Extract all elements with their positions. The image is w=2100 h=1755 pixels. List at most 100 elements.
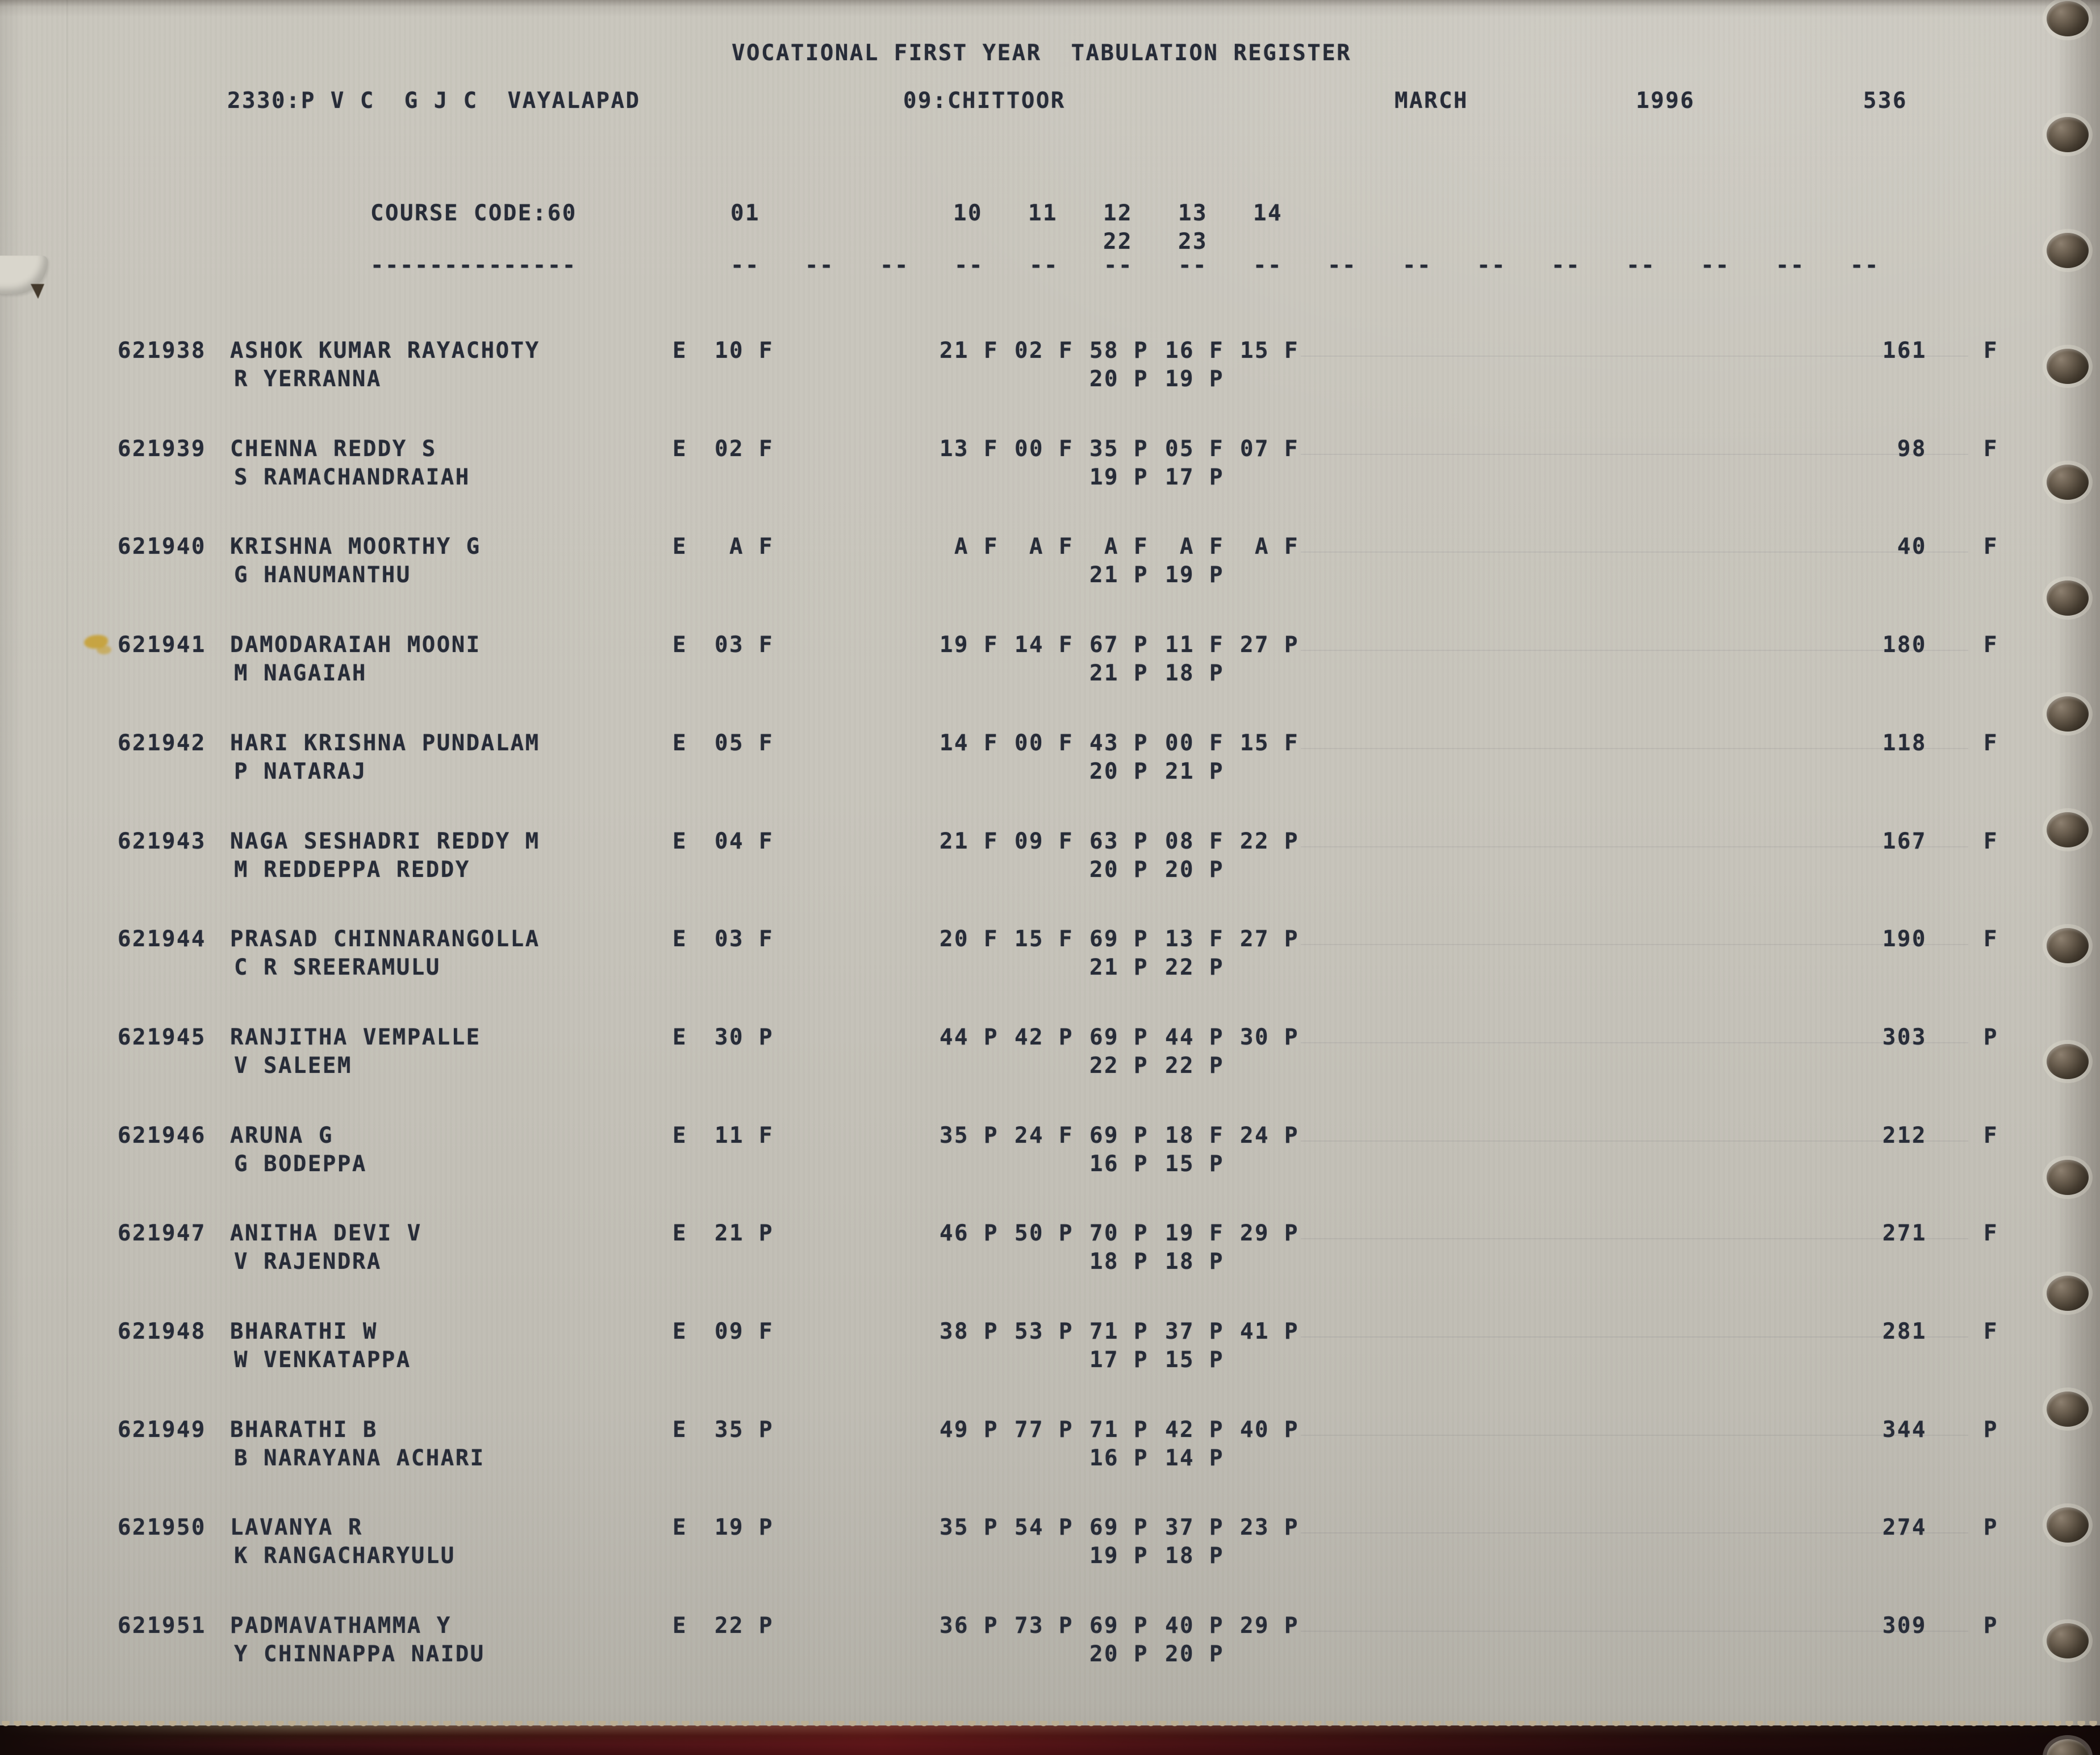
submark-flag: P bbox=[1209, 465, 1224, 490]
submark-flag: P bbox=[1209, 1151, 1224, 1177]
submark-value: 19 bbox=[1165, 366, 1195, 392]
submark-value: 19 bbox=[1089, 1543, 1119, 1569]
mark-value: 18 bbox=[1165, 1123, 1195, 1148]
medium-flag: E bbox=[673, 926, 687, 952]
submark-value: 14 bbox=[1165, 1445, 1195, 1471]
column-header: 12 bbox=[1103, 200, 1133, 226]
submark-value: 22 bbox=[1165, 955, 1195, 980]
mark-value: 42 bbox=[1165, 1417, 1195, 1443]
mark-flag: P bbox=[1134, 926, 1149, 952]
mark-01: 30 bbox=[715, 1025, 744, 1050]
mark-flag: P bbox=[1134, 1123, 1149, 1148]
mark-value: 05 bbox=[1165, 436, 1195, 462]
mark-flag: P bbox=[1134, 1221, 1149, 1246]
medium-flag: E bbox=[673, 1515, 687, 1540]
father-name: B NARAYANA ACHARI bbox=[234, 1445, 485, 1471]
mark-value: 15 bbox=[1240, 338, 1270, 363]
submark-flag: P bbox=[1209, 562, 1224, 588]
mark-01-flag: F bbox=[759, 829, 774, 854]
page-title: VOCATIONAL FIRST YEAR TABULATION REGISTE… bbox=[732, 40, 1352, 66]
paper-tear-shadow bbox=[31, 284, 44, 299]
table-row: 621938 ASHOK KUMAR RAYACHOTY R YERRANNA E 10… bbox=[0, 340, 2100, 408]
mark-value: A bbox=[954, 534, 969, 559]
mark-01: A bbox=[729, 534, 744, 559]
submark-flag: P bbox=[1134, 759, 1149, 784]
candidate-name: ARUNA G bbox=[230, 1123, 333, 1148]
total-marks: 281 bbox=[1882, 1319, 1927, 1344]
mark-value: 00 bbox=[1165, 730, 1195, 756]
submark-flag: P bbox=[1134, 465, 1149, 490]
submark-flag: P bbox=[1209, 857, 1224, 883]
mark-flag: F bbox=[984, 632, 999, 658]
mark-flag: F bbox=[1059, 730, 1074, 756]
reg-no: 621948 bbox=[118, 1319, 206, 1344]
submark-value: 21 bbox=[1089, 661, 1119, 686]
mark-flag: F bbox=[1209, 534, 1224, 559]
submark-flag: P bbox=[1134, 1053, 1149, 1079]
candidate-name: CHENNA REDDY S bbox=[230, 436, 437, 462]
result-flag: P bbox=[1984, 1025, 1998, 1050]
father-name: S RAMACHANDRAIAH bbox=[234, 465, 470, 490]
mark-flag: F bbox=[984, 730, 999, 756]
column-header: 14 bbox=[1253, 200, 1283, 226]
mark-value: 23 bbox=[1240, 1515, 1270, 1540]
medium-flag: E bbox=[673, 1123, 687, 1148]
medium-flag: E bbox=[673, 1025, 687, 1050]
scan-streak bbox=[1301, 748, 1968, 749]
medium-flag: E bbox=[673, 632, 687, 658]
submark-flag: P bbox=[1134, 366, 1149, 392]
result-flag: P bbox=[1984, 1417, 1998, 1443]
scan-streak bbox=[1301, 551, 1968, 553]
column-header: 13 bbox=[1178, 200, 1208, 226]
total-marks: 190 bbox=[1882, 926, 1927, 952]
candidate-name: NAGA SESHADRI REDDY M bbox=[230, 829, 540, 854]
table-row: 621945 RANJITHA VEMPALLE V SALEEM E 30 P 44 P 42… bbox=[0, 1026, 2100, 1094]
column-underline: -- bbox=[1029, 253, 1059, 278]
candidate-name: BHARATHI W bbox=[230, 1319, 378, 1344]
mark-flag: P bbox=[1134, 829, 1149, 854]
mark-flag: P bbox=[1209, 1025, 1224, 1050]
mark-value: 50 bbox=[1014, 1221, 1044, 1246]
mark-flag: P bbox=[984, 1613, 999, 1639]
result-flag: F bbox=[1984, 436, 1998, 462]
exam-year: 1996 bbox=[1636, 88, 1695, 114]
mark-value: 44 bbox=[1165, 1025, 1195, 1050]
mark-value: 27 bbox=[1240, 632, 1270, 658]
column-underline: -- bbox=[1850, 253, 1880, 278]
mark-value: 35 bbox=[940, 1515, 969, 1540]
column-header: 11 bbox=[1028, 200, 1058, 226]
mark-flag: F bbox=[984, 338, 999, 363]
mark-01-flag: P bbox=[759, 1221, 774, 1246]
total-marks: 118 bbox=[1882, 730, 1927, 756]
mark-flag: P bbox=[984, 1515, 999, 1540]
mark-value: A bbox=[1104, 534, 1119, 559]
column-underline: -- bbox=[1776, 253, 1805, 278]
punch-hole bbox=[2047, 928, 2089, 963]
mark-01: 10 bbox=[715, 338, 744, 363]
mark-flag: P bbox=[1284, 1123, 1299, 1148]
medium-flag: E bbox=[673, 829, 687, 854]
scan-streak bbox=[1301, 1532, 1968, 1533]
submark-flag: P bbox=[1134, 955, 1149, 980]
mark-01: 22 bbox=[715, 1613, 744, 1639]
table-row: 621944 PRASAD CHINNARANGOLLA C R SREERAMUL… bbox=[0, 928, 2100, 996]
mark-flag: F bbox=[1209, 829, 1224, 854]
submark-value: 17 bbox=[1089, 1347, 1119, 1373]
district-code-name: 09:CHITTOOR bbox=[903, 88, 1066, 114]
mark-flag: P bbox=[1059, 1613, 1074, 1639]
mark-value: 63 bbox=[1089, 829, 1119, 854]
table-row: 621946 ARUNA G G BODEPPA E 11 F 35 P 24 F 69 P 18 F 24… bbox=[0, 1125, 2100, 1193]
mark-value: 58 bbox=[1089, 338, 1119, 363]
mark-value: 71 bbox=[1089, 1417, 1119, 1443]
mark-flag: F bbox=[1209, 926, 1224, 952]
punch-hole bbox=[2047, 1160, 2089, 1195]
submark-value: 16 bbox=[1089, 1151, 1119, 1177]
mark-value: 40 bbox=[1165, 1613, 1195, 1639]
mark-01: 03 bbox=[715, 632, 744, 658]
mark-flag: F bbox=[984, 436, 999, 462]
mark-flag: P bbox=[1134, 1613, 1149, 1639]
result-flag: F bbox=[1984, 1123, 1998, 1148]
submark-flag: P bbox=[1134, 562, 1149, 588]
